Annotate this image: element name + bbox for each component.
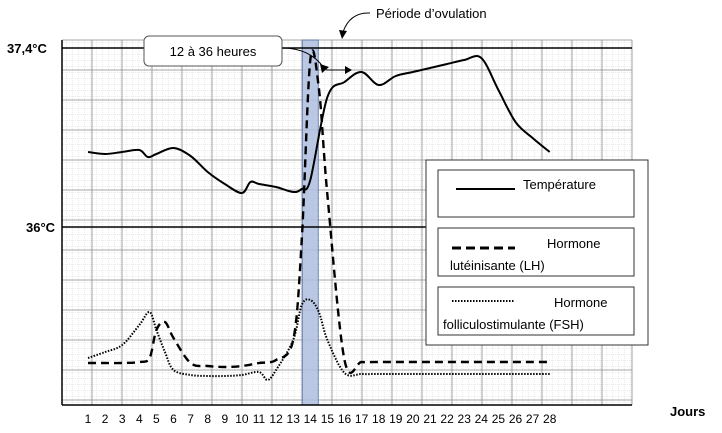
legend-label-lh-line1: Hormone (547, 236, 600, 251)
x-tick-label: 26 (509, 412, 523, 426)
duration-span-arrow-right (345, 66, 352, 74)
y-label-36: 36°C (26, 220, 56, 235)
x-tick-label: 2 (102, 412, 109, 426)
series-temperature (87, 55, 551, 194)
x-tick-label: 23 (458, 412, 472, 426)
legend-label-fsh-line1: Hormone (554, 295, 607, 310)
x-axis-label: Jours (670, 404, 705, 419)
legend-box-lh (437, 227, 635, 277)
x-tick-label: 14 (304, 412, 318, 426)
y-label-37-4: 37,4°C (7, 41, 48, 56)
duration-arrowhead (320, 64, 329, 73)
legend-label-lh-line2: lutéinisante (LH) (450, 258, 545, 273)
x-tick-label: 27 (526, 412, 540, 426)
x-tick-label: 18 (372, 412, 386, 426)
x-tick-label: 17 (355, 412, 369, 426)
ovulation-period-label: Période d’ovulation (376, 6, 487, 21)
x-tick-label: 10 (235, 412, 249, 426)
x-tick-label: 22 (440, 412, 454, 426)
x-tick-label: 21 (423, 412, 437, 426)
x-tick-label: 15 (321, 412, 335, 426)
legend-label-temperature: Température (523, 177, 596, 192)
x-tick-label: 6 (170, 412, 177, 426)
x-tick-label: 20 (406, 412, 420, 426)
legend-box-fsh (437, 286, 635, 336)
ovulation-band (301, 39, 319, 406)
legend: Température Hormone lutéinisante (LH) Ho… (425, 159, 649, 346)
x-tick-label: 13 (287, 412, 301, 426)
x-ticks: 1 2 3 4 5 6 7 8 9 10 11 12 13 14 15 16 17 18 19 20 21 22 23 24 2… (85, 412, 557, 426)
ovulation-pointer-arrowhead (339, 30, 347, 39)
x-tick-label: 16 (338, 412, 352, 426)
x-tick-label: 24 (475, 412, 489, 426)
series-lh (87, 49, 550, 374)
x-tick-label: 9 (221, 412, 228, 426)
x-tick-label: 11 (253, 412, 266, 426)
x-tick-label: 25 (492, 412, 506, 426)
x-tick-label: 7 (187, 412, 194, 426)
ovulation-pointer-arrow (342, 12, 371, 33)
legend-label-fsh-line2: folliculostimulante (FSH) (443, 317, 584, 332)
duration-box (143, 35, 283, 67)
x-tick-label: 4 (136, 412, 143, 426)
x-tick-label: 19 (389, 412, 403, 426)
duration-label: 12 à 36 heures (170, 44, 257, 59)
x-tick-label: 12 (269, 412, 283, 426)
x-tick-label: 3 (119, 412, 126, 426)
legend-box-temperature (437, 169, 635, 218)
x-tick-label: 28 (543, 412, 557, 426)
series-layer (87, 49, 551, 381)
x-tick-label: 5 (153, 412, 160, 426)
series-fsh (87, 298, 550, 381)
x-tick-label: 1 (85, 412, 92, 426)
x-tick-label: 8 (204, 412, 211, 426)
